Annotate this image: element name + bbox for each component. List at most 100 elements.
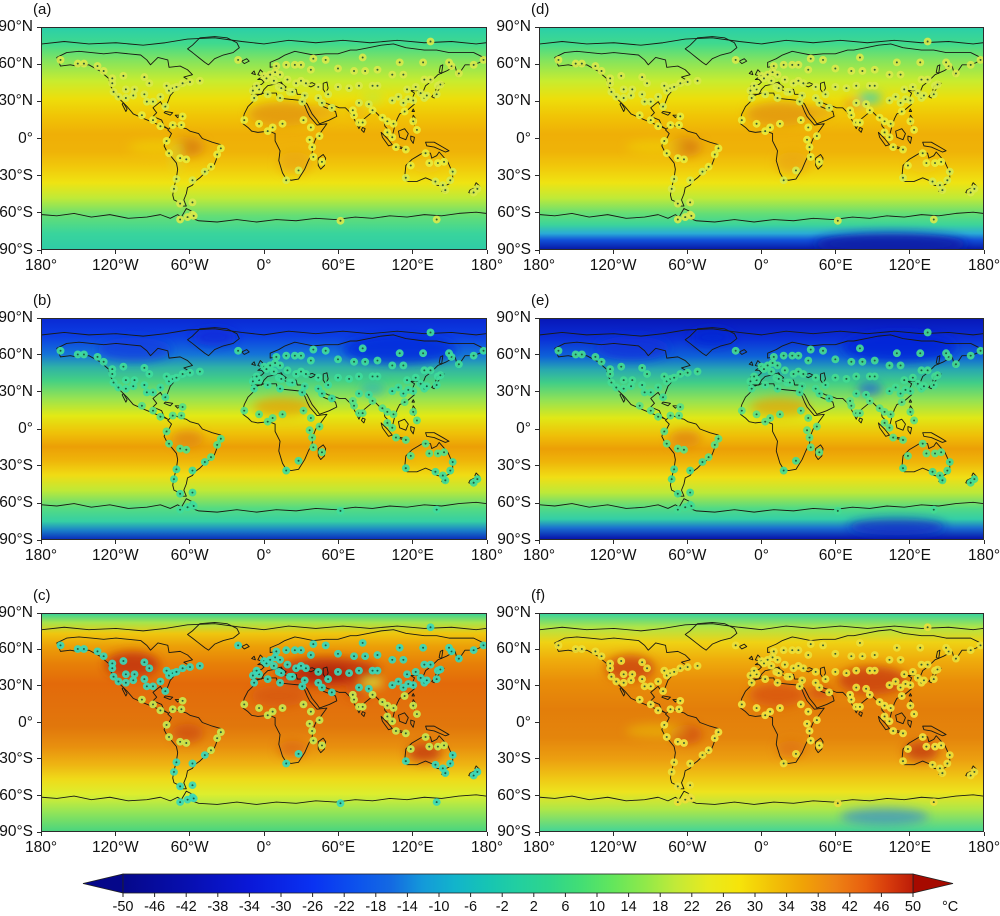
- x-tick-mark: [40, 250, 42, 254]
- temperature-colorbar: -50 -46 -42 -38 -34 -30 -26 -22 -18 -14 -10 -6 -2 2 6 1…: [0, 862, 1000, 916]
- y-tick-mark: [37, 100, 41, 102]
- y-tick-mark: [37, 317, 41, 319]
- svg-text:-38: -38: [207, 899, 228, 915]
- panel-label-b: (b): [33, 292, 52, 309]
- y-tick-label: 90°S: [497, 823, 531, 840]
- y-tick-mark: [37, 539, 41, 541]
- y-tick-label: 0°: [18, 713, 33, 731]
- y-tick-mark: [37, 758, 41, 760]
- svg-text:50: 50: [905, 899, 921, 915]
- y-tick-label: 90°N: [496, 18, 531, 35]
- svg-text:-50: -50: [113, 899, 134, 915]
- y-tick-label: 90°S: [0, 823, 33, 840]
- x-tick-label: 180°: [522, 547, 556, 564]
- x-tick-label: 180°: [470, 547, 504, 564]
- y-tick-label: 90°N: [496, 309, 531, 326]
- y-tick-mark: [535, 465, 539, 467]
- x-tick-mark: [538, 250, 540, 254]
- x-tick-mark: [538, 540, 540, 544]
- x-tick-mark: [189, 250, 191, 254]
- y-tick-label: 60°N: [496, 345, 531, 363]
- y-tick-mark: [37, 648, 41, 650]
- y-tick-mark: [535, 63, 539, 65]
- y-tick-mark: [37, 354, 41, 356]
- panel-a: (a) 90°N 60°N 30°N 0° 30°S 60°S 90°S 180° 120°W 6…: [0, 1, 503, 274]
- y-tick-label: 30°N: [496, 382, 531, 400]
- svg-text:-26: -26: [302, 899, 323, 915]
- svg-text:6: 6: [561, 899, 569, 915]
- y-tick-mark: [37, 722, 41, 723]
- x-tick-mark: [983, 540, 985, 544]
- svg-text:-14: -14: [397, 899, 418, 915]
- panel-b: (b) 90°N 60°N 30°N 0° 30°S 60°S 90°S 180° 120°W 6…: [0, 292, 503, 564]
- y-tick-label: 60°N: [0, 640, 33, 658]
- panel-c: (c) 90°N 60°N 30°N 0° 30°S 60°S 90°S 180° 120°W 6…: [0, 587, 503, 856]
- y-tick-mark: [535, 612, 539, 614]
- x-tick-mark: [189, 832, 191, 836]
- x-tick-label: 180°: [470, 839, 504, 856]
- y-tick-label: 60°S: [497, 494, 531, 511]
- x-tick-label: 180°: [470, 257, 504, 274]
- x-tick-label: 0°: [256, 547, 272, 564]
- y-tick-label: 0°: [516, 713, 531, 731]
- y-tick-label: 90°N: [496, 604, 531, 621]
- y-tick-label: 60°S: [0, 786, 33, 804]
- x-tick-mark: [835, 250, 837, 254]
- x-tick-mark: [337, 250, 339, 254]
- x-tick-mark: [612, 832, 614, 836]
- y-tick-label: 30°N: [496, 676, 531, 694]
- x-tick-mark: [686, 250, 688, 254]
- y-tick-label: 0°: [18, 420, 33, 437]
- x-tick-mark: [761, 540, 762, 544]
- x-tick-mark: [909, 540, 911, 544]
- x-tick-mark: [909, 832, 911, 836]
- x-tick-mark: [612, 540, 614, 544]
- y-tick-mark: [37, 26, 41, 28]
- map-d: [539, 27, 984, 250]
- y-tick-mark: [37, 428, 41, 430]
- x-tick-label: 120°W: [589, 547, 637, 564]
- y-tick-mark: [37, 465, 41, 467]
- y-tick-label: 60°N: [0, 345, 33, 363]
- x-tick-label: 180°: [522, 257, 556, 274]
- y-tick-label: 30°S: [497, 456, 531, 474]
- map-e: [539, 318, 984, 540]
- x-tick-mark: [538, 832, 540, 836]
- x-tick-label: 120°E: [391, 547, 434, 564]
- y-tick-mark: [37, 795, 41, 796]
- x-tick-mark: [40, 832, 42, 836]
- x-tick-label: 180°: [967, 839, 1000, 856]
- x-tick-mark: [761, 250, 762, 254]
- x-tick-label: 0°: [754, 547, 769, 564]
- x-tick-mark: [114, 540, 116, 544]
- y-tick-label: 90°N: [0, 309, 33, 326]
- y-tick-mark: [535, 539, 539, 541]
- panel-label-e: (e): [531, 292, 550, 309]
- panel-label-f: (f): [531, 587, 546, 604]
- y-tick-mark: [37, 212, 41, 214]
- x-tick-label: 120°W: [91, 839, 139, 856]
- x-tick-label: 60°W: [170, 547, 209, 564]
- x-tick-mark: [686, 540, 688, 544]
- y-tick-label: 30°S: [497, 749, 531, 767]
- x-tick-mark: [263, 250, 265, 254]
- x-tick-label: 60°E: [818, 839, 853, 856]
- x-tick-mark: [189, 540, 191, 544]
- svg-text:30: 30: [747, 899, 763, 915]
- x-tick-label: 120°E: [888, 257, 932, 274]
- x-tick-mark: [486, 540, 488, 544]
- x-tick-label: 120°W: [91, 257, 139, 274]
- x-tick-label: 180°: [967, 257, 1000, 274]
- colorbar-unit-label: °C: [942, 899, 958, 915]
- x-tick-mark: [412, 250, 414, 254]
- panel-label-d: (d): [531, 1, 550, 18]
- y-tick-mark: [535, 831, 539, 833]
- svg-text:-18: -18: [365, 899, 386, 915]
- x-tick-label: 180°: [24, 257, 58, 274]
- y-tick-mark: [37, 612, 41, 614]
- x-tick-mark: [263, 540, 265, 544]
- x-tick-label: 60°W: [668, 839, 707, 856]
- y-tick-mark: [37, 685, 41, 687]
- y-tick-mark: [535, 100, 539, 102]
- x-tick-label: 180°: [522, 839, 556, 856]
